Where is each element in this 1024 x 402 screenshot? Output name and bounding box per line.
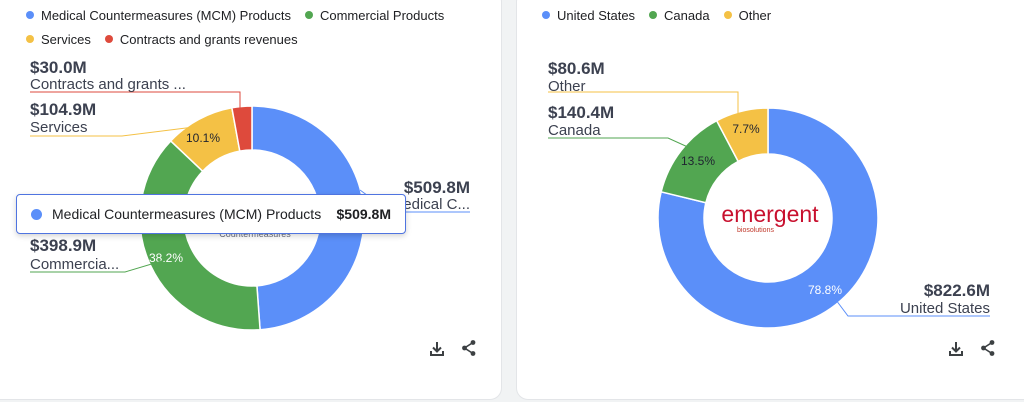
slice-us[interactable] — [657, 107, 879, 329]
chart-card-regions — [516, 0, 1024, 400]
legend-dot — [542, 11, 550, 19]
legend-label: Other — [738, 7, 772, 23]
outer-label-us: United States — [900, 300, 990, 317]
slice-mcm[interactable] — [251, 105, 365, 331]
legend-item-services[interactable]: Services — [26, 32, 91, 47]
value-label-canada: $140.4M — [548, 103, 614, 122]
pct-label-canada: 13.5% — [681, 154, 715, 168]
outer-label-other: Other — [548, 78, 586, 95]
download-icon[interactable] — [428, 340, 446, 358]
legend-item-commercial[interactable]: Commercial Products — [304, 7, 445, 23]
legend-segments: Medical Countermeasures (MCM) Products C… — [26, 3, 458, 51]
legend-label: Contracts and grants revenues — [119, 31, 298, 47]
slice-commercial[interactable] — [139, 139, 261, 331]
tooltip-label: Medical Countermeasures (MCM) Products — [52, 206, 322, 222]
leader-line-contracts — [30, 91, 241, 108]
value-label-commercial: $398.9M — [30, 236, 96, 255]
leader-line-canada — [548, 137, 691, 149]
outer-label-canada: Canada — [548, 122, 601, 139]
legend-label: Canada — [664, 7, 710, 23]
legend-item-canada[interactable]: Canada — [649, 8, 710, 23]
leader-line-services — [30, 125, 203, 137]
value-label-us: $822.6M — [924, 281, 990, 300]
emergent-logo: emergent biosolutions — [715, 202, 825, 236]
legend-label: Commercial Products — [319, 7, 445, 23]
legend-item-other[interactable]: Other — [723, 7, 772, 23]
legend-label: Services — [41, 31, 91, 47]
legend-regions: United States Canada Other — [542, 3, 785, 27]
tooltip-mcm: Medical Countermeasures (MCM) Products $… — [16, 194, 406, 234]
pct-label-commercial: 38.2% — [149, 251, 183, 265]
slice-contracts[interactable] — [231, 105, 253, 152]
legend-dot — [26, 11, 34, 19]
outer-label-services: Services — [30, 119, 88, 136]
outer-label-mcm: Medical C... — [391, 196, 470, 213]
pct-label-us: 78.8% — [808, 283, 842, 297]
legend-dot — [104, 35, 113, 43]
legend-label: Medical Countermeasures (MCM) Products — [41, 7, 291, 23]
outer-label-commercial: Commercia... — [30, 256, 119, 273]
value-label-services: $104.9M — [30, 100, 96, 119]
legend-item-contracts[interactable]: Contracts and grants revenues — [104, 31, 298, 47]
value-label-contracts: $30.0M — [30, 58, 87, 77]
pct-label-other: 7.7% — [732, 122, 760, 136]
legend-dot — [26, 35, 34, 43]
share-icon[interactable] — [460, 339, 478, 357]
share-icon[interactable] — [979, 339, 997, 357]
legend-dot — [649, 11, 658, 19]
logo-wordmark: emergent — [721, 201, 819, 227]
download-icon[interactable] — [947, 340, 965, 358]
tooltip-value: $509.8M — [336, 206, 391, 222]
logo-subtext: biosolutions — [737, 227, 774, 234]
leader-line-us — [829, 291, 990, 317]
legend-dot — [304, 11, 313, 19]
tooltip-dot — [31, 208, 42, 220]
legend-label: United States — [557, 7, 636, 23]
legend-item-us[interactable]: United States — [542, 8, 635, 23]
outer-label-contracts: Contracts and grants ... — [30, 76, 186, 93]
leader-line-other — [548, 91, 739, 113]
pct-label-services: 10.1% — [186, 131, 220, 145]
legend-item-mcm[interactable]: Medical Countermeasures (MCM) Products — [26, 8, 291, 23]
center-label: Countermeasures — [219, 229, 291, 239]
leader-line-commercial — [30, 259, 166, 273]
value-label-mcm: $509.8M — [404, 178, 470, 197]
value-label-other: $80.6M — [548, 59, 605, 78]
legend-dot — [723, 11, 732, 19]
slice-other[interactable] — [715, 107, 769, 163]
